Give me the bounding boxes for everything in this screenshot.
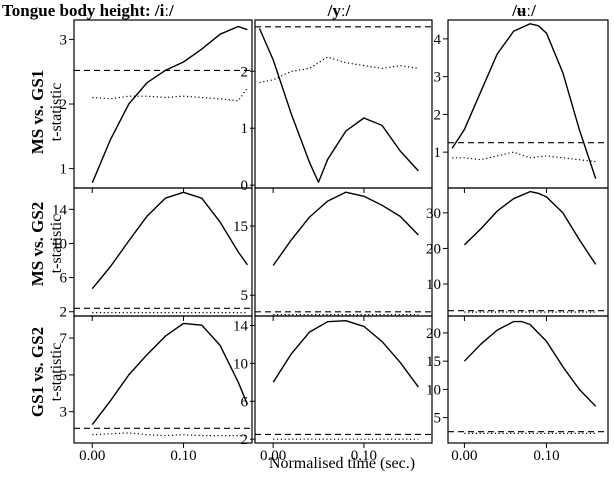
y-tick-label: 0 <box>241 178 249 194</box>
panel-frame <box>447 187 609 317</box>
y-tick-label: 2 <box>60 305 68 321</box>
panel-1-2: 0 1 2 <box>241 19 433 194</box>
x-tick-label: 0.10 <box>533 448 559 464</box>
x-tick-label: 0.00 <box>79 448 105 464</box>
dotted-series-line <box>259 56 419 84</box>
y-tick-label: 15 <box>233 219 248 235</box>
y-tick-label: 2 <box>434 107 442 123</box>
solid-series-line <box>463 190 597 265</box>
y-tick-label: 15 <box>426 354 441 370</box>
panel-frame <box>447 315 609 444</box>
column-title-3: /ʉː/ <box>511 1 536 20</box>
solid-series-line <box>91 322 249 426</box>
panel-1-1: 1 2 3 <box>60 19 253 193</box>
column-title-1: Tongue body height: /iː/ <box>2 1 174 20</box>
solid-series-line <box>451 23 597 179</box>
y-tick-label: 2 <box>241 432 249 448</box>
y-tick-label: 6 <box>241 394 249 410</box>
y-tick-label: 1 <box>434 145 442 161</box>
panel-2-2: 5 15 <box>233 187 433 321</box>
y-tick-label: 2 <box>241 64 249 80</box>
y-tick-label: 3 <box>60 32 68 48</box>
y-tick-label: 20 <box>426 241 441 257</box>
solid-series-line <box>91 191 248 290</box>
panel-3-3: 5 10 15 20 0.00 0.10 <box>426 315 609 464</box>
column-title-2: /yː/ <box>327 1 351 20</box>
panel-frame <box>73 315 253 444</box>
y-tick-label: 6 <box>60 271 68 287</box>
y-tick-label: 5 <box>60 368 68 384</box>
y-tick-label: 10 <box>52 236 67 252</box>
y-tick-label: 10 <box>233 356 248 372</box>
y-tick-label: 5 <box>434 411 442 427</box>
row-ylabel-2: t-statistic <box>48 215 65 274</box>
x-tick-label: 0.10 <box>170 448 196 464</box>
panel-1-3: 1 2 3 4 <box>434 19 609 193</box>
row-title-2: MS vs. GS2 <box>28 202 47 287</box>
y-tick-label: 14 <box>233 318 249 334</box>
panel-3-2: 2 6 10 14 0.00 0.10 <box>233 315 433 464</box>
panel-2-3: 10 20 30 <box>426 187 609 321</box>
dotted-series-line <box>92 87 248 102</box>
row-title-1: MS vs. GS1 <box>28 70 47 155</box>
row-ylabel-1: t-statistic <box>48 83 65 142</box>
x-tick-label: 0.10 <box>351 448 377 464</box>
y-tick-label: 3 <box>434 70 442 86</box>
y-tick-label: 10 <box>426 277 441 293</box>
dotted-series-line <box>92 432 248 437</box>
y-tick-label: 4 <box>434 32 442 48</box>
y-tick-label: 1 <box>60 162 68 178</box>
y-tick-label: 7 <box>60 331 68 347</box>
y-tick-label: 5 <box>241 288 249 304</box>
y-tick-label: 20 <box>426 326 441 342</box>
solid-series-line <box>258 28 419 184</box>
y-tick-label: 30 <box>426 206 441 222</box>
solid-series-line <box>463 320 597 407</box>
solid-series-line <box>91 25 248 184</box>
panel-2-1: 2 6 10 14 <box>52 187 253 321</box>
y-tick-label: 3 <box>60 405 68 421</box>
y-tick-label: 14 <box>52 202 68 218</box>
solid-series-line <box>272 320 419 388</box>
panel-frame <box>447 19 609 189</box>
x-tick-label: 0.00 <box>451 448 477 464</box>
y-tick-label: 10 <box>426 382 441 398</box>
x-axis-label: Normalised time (sec.) <box>269 455 415 472</box>
row-title-3: GS1 vs. GS2 <box>28 327 47 417</box>
panel-frame <box>254 315 433 444</box>
panel-frame <box>254 19 433 189</box>
panel-3-1: 3 5 7 0.00 0.10 <box>60 315 253 464</box>
dotted-series-line <box>452 151 596 163</box>
solid-series-line <box>272 191 419 266</box>
y-tick-label: 1 <box>241 121 249 137</box>
y-tick-label: 2 <box>60 97 68 113</box>
row-ylabel-3: t-statistic <box>48 343 65 402</box>
panel-frame <box>254 187 433 317</box>
x-tick-label: 0.00 <box>260 448 286 464</box>
panel-frame <box>73 187 253 317</box>
